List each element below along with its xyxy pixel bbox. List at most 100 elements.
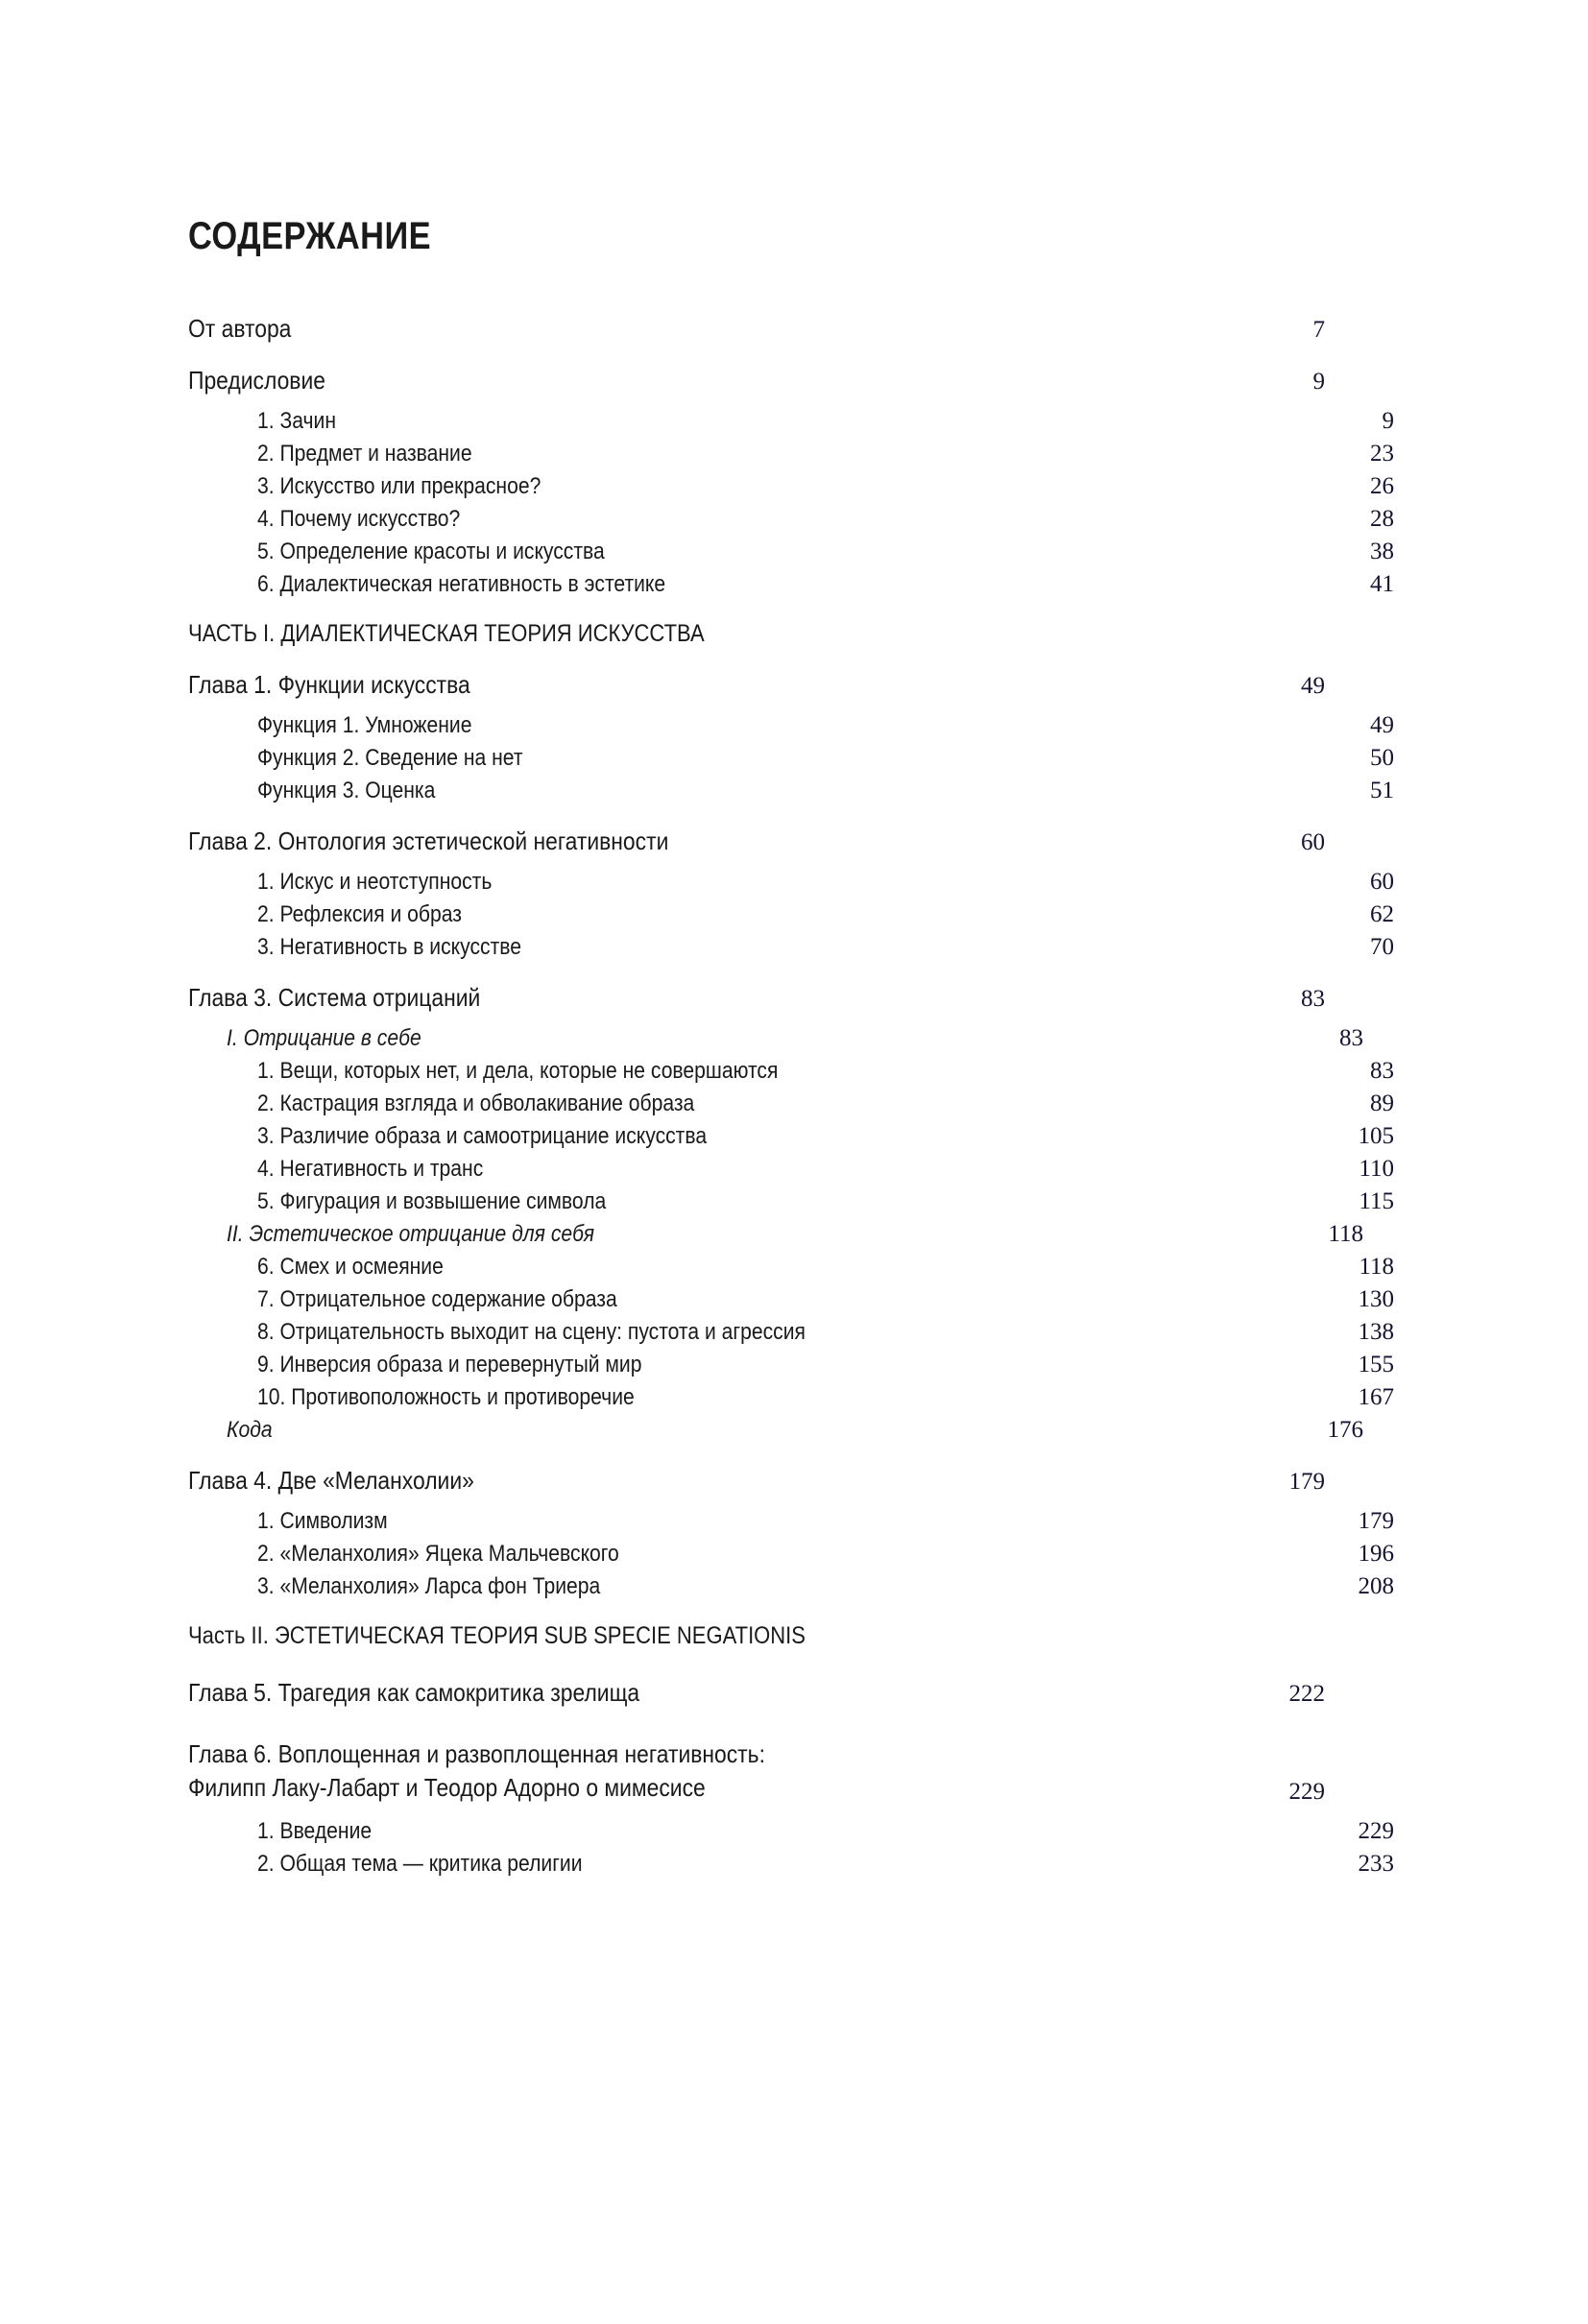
toc-entry-label: II. Эстетическое отрицание для себя <box>227 1221 595 1247</box>
toc-entry[interactable]: 4. Негативность и транс 110 <box>188 1157 1394 1181</box>
toc-entry-page-number: 41 <box>1370 571 1394 597</box>
toc-entry[interactable]: 3. Негативность в искусстве 70 <box>188 935 1394 959</box>
toc-entry-page-number: 70 <box>1370 934 1394 960</box>
toc-entry[interactable]: 8. Отрицательность выходит на сцену: пус… <box>188 1320 1394 1344</box>
toc-entry[interactable]: 2. Рефлексия и образ 62 <box>188 902 1394 926</box>
toc-entry-label: Часть II. ЭСТЕТИЧЕСКАЯ ТЕОРИЯ SUB SPECIE… <box>188 1622 806 1649</box>
toc-entry-label: 5. Фигурация и возвышение символа <box>257 1188 607 1214</box>
toc-entry[interactable]: 2. Кастрация взгляда и обволакивание обр… <box>188 1091 1394 1115</box>
toc-entry-label: 3. Различие образа и самоотрицание искус… <box>257 1123 708 1149</box>
toc-entry-page-number: 222 <box>1288 1681 1326 1707</box>
toc-entry-page-number: 155 <box>1358 1352 1395 1378</box>
toc-entry[interactable]: 1. Зачин 9 <box>188 409 1394 433</box>
toc-entry-label: Глава 1. Функции искусства <box>188 670 470 699</box>
toc-entry-label: 4. Негативность и транс <box>257 1156 484 1182</box>
toc-entry[interactable]: I. Отрицание в себе 83 <box>188 1026 1363 1050</box>
toc-entry[interactable]: Глава 1. Функции искусства 49 <box>188 672 1325 698</box>
toc-entry-page-number: 51 <box>1370 778 1394 803</box>
toc-entry[interactable]: 7. Отрицательное содержание образа 130 <box>188 1287 1394 1311</box>
toc-entry[interactable]: ЧАСТЬ I. ДИАЛЕКТИЧЕСКАЯ ТЕОРИЯ ИСКУССТВА <box>188 622 1325 646</box>
toc-entry[interactable]: 5. Фигурация и возвышение символа 115 <box>188 1189 1394 1213</box>
toc-entry[interactable]: Предисловие 9 <box>188 368 1325 394</box>
toc-entry[interactable]: 2. Общая тема — критика религии 233 <box>188 1852 1394 1876</box>
toc-entry[interactable]: 3. Различие образа и самоотрицание искус… <box>188 1124 1394 1148</box>
toc-entry[interactable]: 2. «Меланхолия» Яцека Мальчевского 196 <box>188 1542 1394 1566</box>
toc-entry-page-number: 83 <box>1339 1025 1363 1051</box>
toc-entry-page-number: 233 <box>1358 1851 1395 1878</box>
toc-entry[interactable]: 4. Почему искусство? 28 <box>188 507 1394 531</box>
toc-entry-label: От автора <box>188 314 292 343</box>
toc-entry[interactable]: 6. Диалектическая негативность в эстетик… <box>188 572 1394 596</box>
toc-entry-page-number: 23 <box>1370 441 1394 467</box>
toc-entry[interactable]: 3. «Меланхолия» Ларса фон Триера 208 <box>188 1574 1394 1598</box>
toc-entry-label: 1. Символизм <box>257 1508 388 1534</box>
toc-entry-label: 2. Предмет и название <box>257 441 472 467</box>
toc-entry[interactable]: 9. Инверсия образа и перевернутый мир 155 <box>188 1353 1394 1377</box>
toc-entry-page-number: 7 <box>1312 317 1326 343</box>
toc-entry-page-number: 130 <box>1358 1286 1395 1312</box>
toc-entry-label: 3. Искусство или прекрасное? <box>257 473 541 499</box>
toc-entry-label: Функция 1. Умножение <box>257 712 472 738</box>
toc-entry-page-number: 208 <box>1358 1573 1395 1599</box>
toc-entry[interactable]: Функция 1. Умножение 49 <box>188 713 1394 737</box>
toc-entry-label: Предисловие <box>188 366 325 395</box>
toc-entry[interactable]: 1. Вещи, которых нет, и дела, которые не… <box>188 1059 1394 1083</box>
toc-entry-label: Глава 3. Система отрицаний <box>188 983 481 1012</box>
toc-entry-label: 1. Искус и неотступность <box>257 869 493 895</box>
toc-entry-page-number: 115 <box>1359 1188 1394 1214</box>
toc-entry[interactable]: 1. Искус и неотступность 60 <box>188 870 1394 894</box>
toc-entry[interactable]: Кода 176 <box>188 1418 1363 1442</box>
page-title: СОДЕРЖАНИЕ <box>188 215 431 257</box>
toc-entry-label: I. Отрицание в себе <box>227 1025 421 1051</box>
toc-entry-page-number: 105 <box>1358 1123 1395 1149</box>
toc-entry[interactable]: Глава 4. Две «Меланхолии» 179 <box>188 1468 1325 1494</box>
toc-entry-label: Кода <box>227 1417 273 1443</box>
toc-entry[interactable]: Глава 6. Воплощенная и развоплощенная не… <box>188 1737 1325 1804</box>
toc-entry-label: 1. Вещи, которых нет, и дела, которые не… <box>257 1058 779 1084</box>
toc-entry[interactable]: От автора 7 <box>188 316 1325 342</box>
toc-entry[interactable]: Функция 2. Сведение на нет 50 <box>188 746 1394 770</box>
toc-entry-label: 3. «Меланхолия» Ларса фон Триера <box>257 1573 601 1599</box>
toc-entry[interactable]: Часть II. ЭСТЕТИЧЕСКАЯ ТЕОРИЯ SUB SPECIE… <box>188 1624 1325 1648</box>
toc-entry-label: 6. Смех и осмеяние <box>257 1254 444 1280</box>
toc-entry[interactable]: Глава 2. Онтология эстетической негативн… <box>188 828 1325 854</box>
toc-entry-page-number: 179 <box>1288 1469 1326 1495</box>
toc-entry-label: Глава 5. Трагедия как самокритика зрелищ… <box>188 1678 640 1707</box>
toc-entry-label: Глава 6. Воплощенная и развоплощенная не… <box>188 1739 765 1802</box>
toc-entry-page-number: 196 <box>1358 1541 1395 1567</box>
toc-entry[interactable]: 6. Смех и осмеяние 118 <box>188 1255 1394 1279</box>
toc-entry-label: 5. Определение красоты и искусства <box>257 539 605 564</box>
toc-entry[interactable]: 5. Определение красоты и искусства 38 <box>188 539 1394 563</box>
toc-entry-page-number: 118 <box>1359 1254 1394 1280</box>
toc-entry-page-number: 138 <box>1358 1319 1395 1345</box>
toc-entry-page-number: 176 <box>1327 1417 1364 1443</box>
toc-entry[interactable]: 1. Введение 229 <box>188 1819 1394 1843</box>
toc-entry-page-number: 60 <box>1370 869 1394 895</box>
toc-entry-page-number: 60 <box>1301 829 1325 855</box>
toc-entry[interactable]: Глава 5. Трагедия как самокритика зрелищ… <box>188 1680 1325 1706</box>
toc-entry[interactable]: Глава 3. Система отрицаний 83 <box>188 985 1325 1011</box>
toc-entry-page-number: 89 <box>1370 1090 1394 1116</box>
toc-entry-page-number: 83 <box>1370 1058 1394 1084</box>
toc-entry-label: 3. Негативность в искусстве <box>257 934 521 960</box>
toc-entry-page-number: 229 <box>1358 1818 1395 1845</box>
toc-entry[interactable]: 1. Символизм 179 <box>188 1509 1394 1533</box>
toc-entry[interactable]: Функция 3. Оценка 51 <box>188 779 1394 803</box>
toc-entry-page-number: 167 <box>1358 1384 1395 1410</box>
toc-entry-label: Функция 3. Оценка <box>257 778 436 803</box>
toc-entry-page-number: 38 <box>1370 539 1394 564</box>
toc-entry-page-number: 28 <box>1370 506 1394 532</box>
toc-entry-label: 2. Рефлексия и образ <box>257 901 462 927</box>
toc-entry[interactable]: 2. Предмет и название 23 <box>188 442 1394 466</box>
toc-entry-label: 2. Общая тема — критика религии <box>257 1851 583 1878</box>
toc-entry-label: 1. Введение <box>257 1818 373 1845</box>
toc-entry-label: 2. «Меланхолия» Яцека Мальчевского <box>257 1541 619 1567</box>
toc-entry[interactable]: II. Эстетическое отрицание для себя 118 <box>188 1222 1363 1246</box>
toc-entry-label: ЧАСТЬ I. ДИАЛЕКТИЧЕСКАЯ ТЕОРИЯ ИСКУССТВА <box>188 620 705 647</box>
toc-entry-page-number: 118 <box>1328 1221 1363 1247</box>
toc-entry-page-number: 9 <box>1382 408 1395 434</box>
toc-entry[interactable]: 10. Противоположность и противоречие 167 <box>188 1385 1394 1409</box>
toc-entry-page-number: 26 <box>1370 473 1394 499</box>
toc-entry[interactable]: 3. Искусство или прекрасное? 26 <box>188 474 1394 498</box>
toc-entry-label: 6. Диалектическая негативность в эстетик… <box>257 571 666 597</box>
